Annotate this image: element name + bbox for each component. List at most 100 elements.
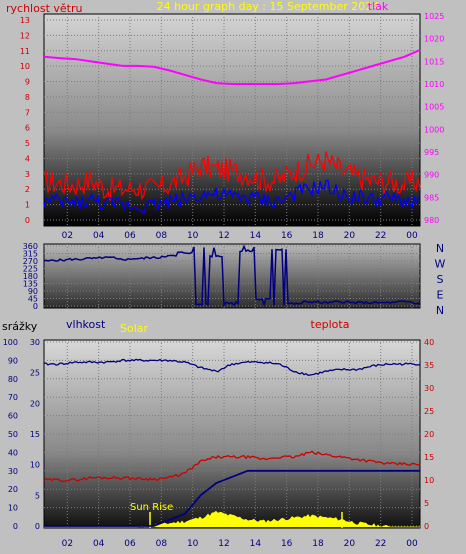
pressure-tick: 990 xyxy=(424,171,439,180)
rain-tick: 10 xyxy=(8,504,18,513)
temperature-tick: 20 xyxy=(424,430,434,439)
temperature-tick: 10 xyxy=(424,476,434,485)
direction-tick: 0 xyxy=(33,302,38,311)
temperature-tick: 0 xyxy=(424,522,429,531)
wind-speed-tick: 4 xyxy=(25,154,30,163)
rain-x-tick: 04 xyxy=(93,539,105,549)
solar-label: Solar xyxy=(120,322,149,335)
humidity-tick: 30 xyxy=(30,338,40,347)
rain-x-tick: 08 xyxy=(156,539,168,549)
rain-tick: 40 xyxy=(8,448,18,457)
humidity-line xyxy=(43,358,421,376)
compass-label: W xyxy=(435,258,446,271)
wind-chart-title: 24 hour graph day : 15 September 2024 xyxy=(157,0,380,13)
rain-label: srážky xyxy=(2,320,38,333)
rain-x-tick: 02 xyxy=(62,539,73,549)
humidity-tick: 10 xyxy=(30,461,40,470)
pressure-tick: 1015 xyxy=(424,57,444,66)
rain-tick: 80 xyxy=(8,375,18,384)
pressure-tick: 1025 xyxy=(424,12,444,21)
rain-x-tick: 12 xyxy=(218,539,229,549)
wind-speed-tick: 9 xyxy=(25,78,30,87)
wind-speed-tick: 3 xyxy=(25,170,30,179)
wind-x-tick: 20 xyxy=(344,231,356,241)
pressure-axis: 980 985 990 995 1000 1005 1010 1015 1020 1025 xyxy=(424,12,444,225)
pressure-tick: 1000 xyxy=(424,125,444,134)
rain-x-tick: 16 xyxy=(281,539,293,549)
compass-label: E xyxy=(437,289,444,302)
solar-area xyxy=(44,510,420,528)
wind-x-tick: 00 xyxy=(406,231,418,241)
humidity-tick: 5 xyxy=(35,491,40,500)
rain-x-tick: 22 xyxy=(375,539,386,549)
wind-left-label: rychlost větru xyxy=(6,2,82,15)
rain-tick: 60 xyxy=(8,412,18,421)
direction-tick: 90 xyxy=(28,287,38,296)
humidity-tick: 0 xyxy=(35,522,40,531)
wind-speed-tick: 10 xyxy=(20,62,30,71)
rain-accumulation-line xyxy=(44,469,420,527)
humidity-tick: 20 xyxy=(30,399,40,408)
direction-tick: 225 xyxy=(23,265,38,274)
direction-plot-area xyxy=(43,243,421,309)
rain-x-tick: 20 xyxy=(344,539,356,549)
humidity-tick: 25 xyxy=(30,369,40,378)
pressure-tick: 995 xyxy=(424,148,439,157)
wind-plot-area xyxy=(43,13,421,227)
temperature-tick: 15 xyxy=(424,453,434,462)
wind-grid xyxy=(44,14,420,226)
rain-series xyxy=(43,358,421,528)
direction-line xyxy=(43,244,421,308)
rain-axis: 0 10 20 30 40 50 60 70 80 90 100 xyxy=(3,338,18,531)
rain-x-axis: 02 04 06 08 10 12 14 16 18 20 22 00 xyxy=(62,539,418,549)
compass-label: S xyxy=(437,273,444,286)
temperature-tick: 30 xyxy=(424,384,434,393)
wind-speed-tick: 12 xyxy=(20,31,30,40)
temperature-tick: 35 xyxy=(424,361,434,370)
rain-tick: 50 xyxy=(8,430,18,439)
wind-speed-tick: 11 xyxy=(20,47,30,56)
wind-x-tick: 02 xyxy=(62,231,73,241)
temperature-axis: 0 5 10 15 20 25 30 35 40 xyxy=(424,338,434,531)
wind-x-tick: 18 xyxy=(312,231,324,241)
rain-x-tick: 10 xyxy=(187,539,199,549)
rain-tick: 30 xyxy=(8,467,18,476)
compass-label: N xyxy=(436,304,444,317)
pressure-tick: 1020 xyxy=(424,35,444,44)
wind-speed-tick: 7 xyxy=(25,108,30,117)
rain-tick: 70 xyxy=(8,393,18,402)
pressure-tick: 1005 xyxy=(424,103,444,112)
direction-tick: 270 xyxy=(23,257,38,266)
wind-x-tick: 08 xyxy=(156,231,168,241)
wind-gust-line xyxy=(43,151,421,201)
rain-plot-area xyxy=(43,339,421,529)
wind-x-tick: 22 xyxy=(375,231,386,241)
wind-x-tick: 16 xyxy=(281,231,293,241)
temperature-label: teplota xyxy=(311,318,350,331)
rain-tick: 90 xyxy=(8,356,18,365)
direction-tick: 360 xyxy=(23,242,38,251)
wind-speed-tick: 0 xyxy=(25,216,30,225)
humidity-tick: 15 xyxy=(30,430,40,439)
compass-label: N xyxy=(436,242,444,255)
wind-x-tick: 10 xyxy=(187,231,199,241)
humidity-label: vlhkost xyxy=(66,318,106,331)
temperature-line xyxy=(43,450,421,483)
pressure-label: tlak xyxy=(368,0,389,13)
rain-x-tick: 18 xyxy=(312,539,324,549)
sunrise-label: Sun Rise xyxy=(130,502,173,513)
wind-speed-tick: 6 xyxy=(25,124,30,133)
wind-series xyxy=(43,49,421,215)
wind-speed-tick: 13 xyxy=(20,16,30,25)
wind-x-tick: 14 xyxy=(250,231,262,241)
humidity-axis: 0 5 10 15 20 25 30 xyxy=(30,338,40,531)
direction-series xyxy=(43,244,421,308)
wind-x-axis: 02 04 06 08 10 12 14 16 18 20 22 00 xyxy=(62,231,418,241)
pressure-line xyxy=(43,49,421,85)
direction-tick: 315 xyxy=(23,250,38,259)
temperature-tick: 25 xyxy=(424,407,434,416)
